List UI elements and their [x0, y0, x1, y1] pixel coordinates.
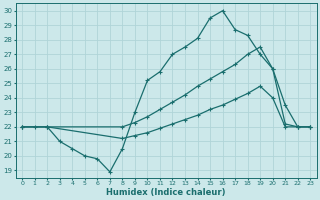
- X-axis label: Humidex (Indice chaleur): Humidex (Indice chaleur): [107, 188, 226, 197]
